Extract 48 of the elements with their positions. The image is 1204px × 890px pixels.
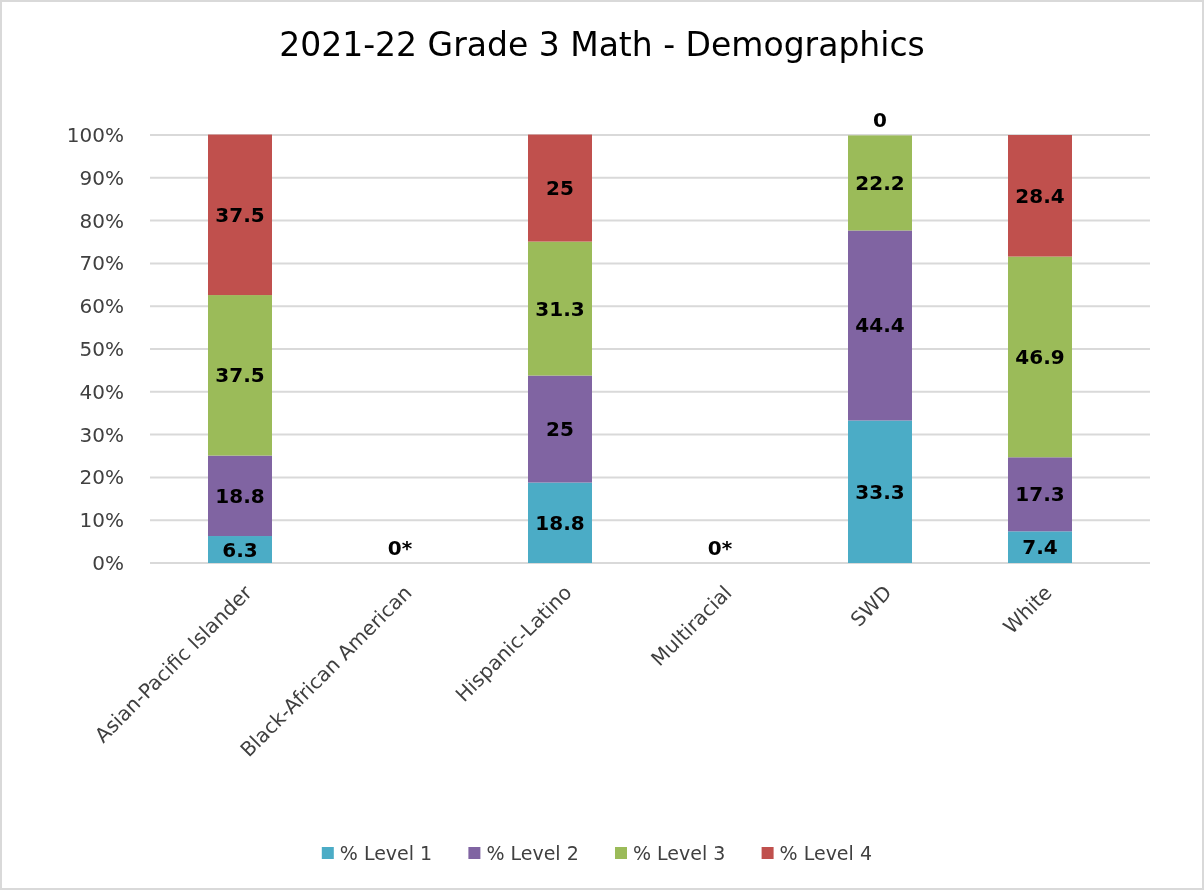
data-label: 0 <box>873 108 887 133</box>
bar <box>1008 256 1072 458</box>
data-label: 25 <box>546 176 574 201</box>
legend-label: % Level 3 <box>633 842 726 864</box>
data-label: 25 <box>546 417 574 442</box>
data-label: 22.2 <box>855 170 905 195</box>
y-tick-label: 100% <box>66 123 124 147</box>
bar <box>208 134 272 296</box>
data-label: 31.3 <box>535 296 585 321</box>
bar <box>528 241 592 376</box>
y-tick-label: 80% <box>79 208 124 233</box>
y-tick-label: 70% <box>79 251 124 276</box>
y-tick-label: 60% <box>79 294 124 319</box>
chart-title: 2021-22 Grade 3 Math - Demographics <box>279 25 925 64</box>
data-label: 28.4 <box>1015 183 1065 208</box>
legend-label: % Level 1 <box>339 842 433 864</box>
bar <box>208 455 272 537</box>
data-label: 37.5 <box>215 202 265 227</box>
bar <box>848 135 912 231</box>
bar <box>528 482 592 563</box>
y-tick-label: 20% <box>79 465 124 490</box>
data-label: 7.4 <box>1022 535 1058 560</box>
y-tick-label: 50% <box>79 337 124 361</box>
data-label: 18.8 <box>535 510 585 535</box>
bar <box>848 230 912 421</box>
y-tick-label: 0% <box>92 551 124 575</box>
data-label: 18.8 <box>215 483 265 508</box>
y-tick-label: 40% <box>79 379 124 404</box>
legend-label: % Level 4 <box>779 842 872 864</box>
data-label: 0* <box>707 536 733 560</box>
bar <box>848 420 912 563</box>
data-label: 0* <box>387 536 413 560</box>
bar <box>528 134 592 242</box>
data-label: 6.3 <box>222 537 258 562</box>
bar <box>1008 531 1072 563</box>
bar <box>208 295 272 456</box>
bar <box>1008 457 1072 532</box>
y-tick-label: 90% <box>79 165 124 190</box>
data-label: 44.4 <box>855 313 905 338</box>
legend-label: % Level 2 <box>486 842 579 864</box>
bar <box>528 375 592 483</box>
data-label: 37.5 <box>215 363 265 388</box>
bar <box>1008 135 1072 257</box>
data-label: 46.9 <box>1015 344 1065 369</box>
y-tick-label: 30% <box>79 422 124 447</box>
data-label: 33.3 <box>855 479 905 504</box>
y-tick-label: 10% <box>79 508 124 533</box>
data-label: 17.3 <box>1015 482 1065 507</box>
